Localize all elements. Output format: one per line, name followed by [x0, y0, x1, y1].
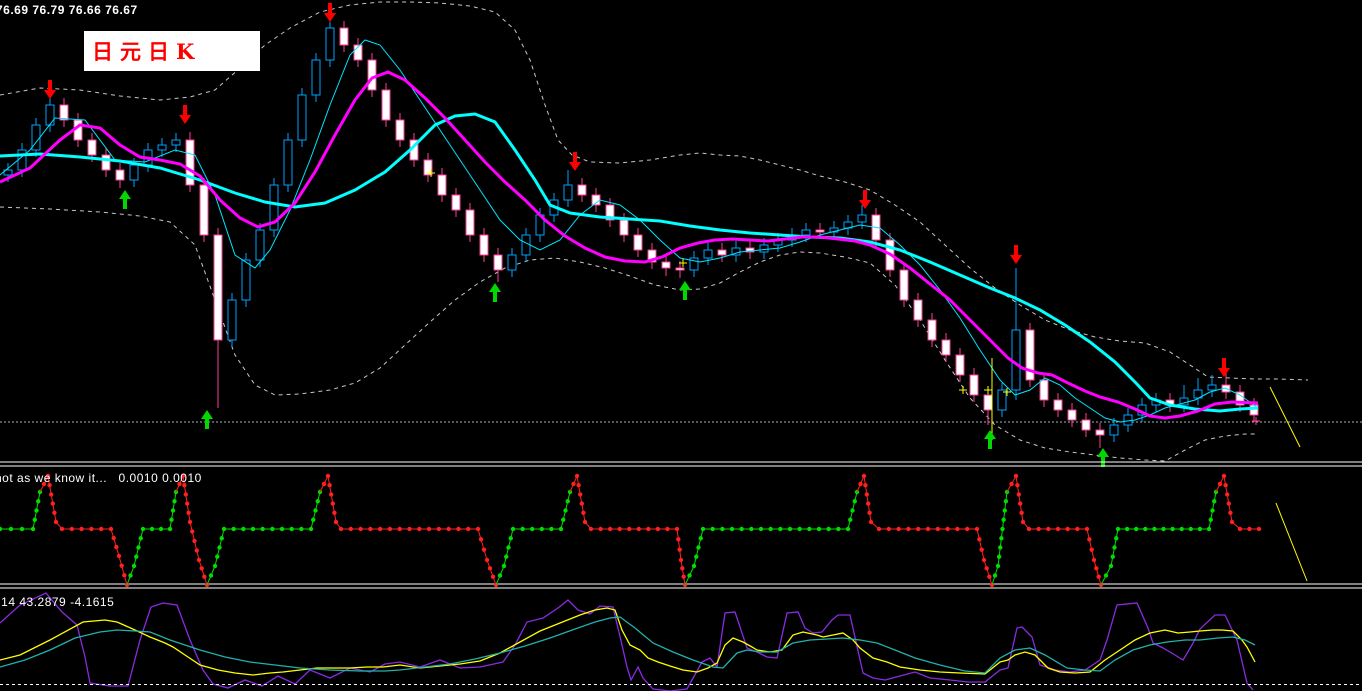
sell-arrow-icon	[179, 105, 191, 124]
sell-arrow-icon	[44, 80, 56, 99]
sell-arrow-icon	[859, 190, 871, 209]
oscillator-lines	[0, 592, 1256, 691]
panel-separators	[0, 461, 1362, 589]
symbol-label-box: 日元日K	[84, 31, 260, 71]
indicator2-label: 714 43.2879 -4.1615	[0, 595, 115, 609]
sell-arrow-icon	[1218, 358, 1230, 377]
buy-arrow-icon	[119, 190, 131, 209]
signal-arrows	[44, 3, 1230, 467]
ohlc-quote: 76.69 76.79 76.66 76.67	[0, 3, 138, 17]
trendline-zigzag	[1275, 502, 1308, 582]
symbol-label: 日元日K	[92, 39, 202, 64]
buy-arrow-icon	[1097, 448, 1109, 467]
sell-arrow-icon	[569, 152, 581, 171]
zigzag-indicator	[0, 473, 1262, 588]
sell-arrow-icon	[1010, 245, 1022, 264]
buy-arrow-icon	[201, 410, 213, 429]
buy-arrow-icon	[679, 281, 691, 300]
sell-arrow-icon	[324, 3, 336, 22]
indicator1-label: not as we know it... 0.0010 0.0010	[0, 471, 202, 485]
trendline-main	[1269, 386, 1301, 448]
ma-fast-line	[0, 39, 1259, 423]
ma-mid-line	[0, 70, 1259, 420]
yellow-markers	[427, 169, 1260, 440]
buy-arrow-icon	[489, 283, 501, 302]
ma-slow-line	[0, 112, 1259, 413]
buy-arrow-icon	[984, 430, 996, 449]
